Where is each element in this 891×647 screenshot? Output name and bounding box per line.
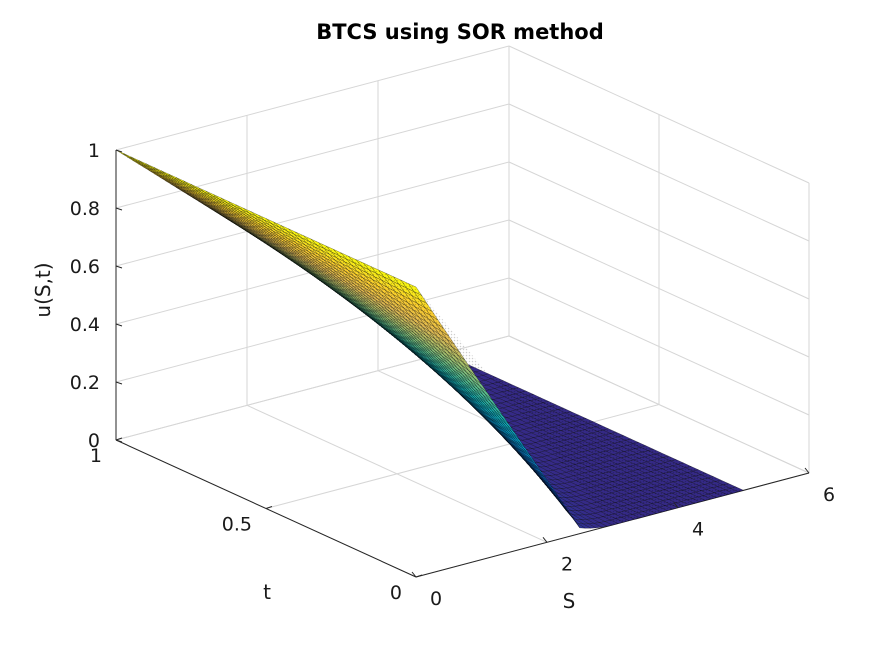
x-tick-mark	[542, 537, 548, 543]
grid-line	[508, 103, 810, 242]
grid-line	[508, 277, 810, 416]
z-tick-label: 1	[88, 140, 100, 162]
grid-line	[508, 219, 810, 358]
y-tick-label: 1	[90, 445, 102, 467]
y-tick-mark	[115, 437, 123, 441]
z-tick-mark	[115, 207, 123, 211]
y-tick-label: 0	[390, 582, 402, 604]
x-tick-label: 6	[823, 484, 835, 506]
grid-line	[508, 45, 810, 184]
x-tick-label: 2	[561, 553, 573, 575]
z-tick-mark	[115, 323, 123, 327]
z-tick-mark	[115, 381, 123, 385]
z-tick-mark	[115, 265, 123, 269]
y-tick-mark	[415, 574, 423, 578]
x-tick-label: 4	[692, 519, 704, 541]
z-tick-label: 0.2	[70, 372, 100, 394]
y-axis-label: t	[263, 580, 271, 604]
grid-line	[115, 161, 510, 267]
y-tick-label: 0.5	[222, 514, 252, 536]
z-tick-label: 0.8	[70, 198, 100, 220]
surface-layer	[115, 149, 745, 529]
z-tick-mark	[115, 149, 123, 153]
grid-line	[115, 103, 510, 209]
x-tick-mark	[411, 571, 417, 578]
grid-line	[508, 335, 810, 474]
z-tick-mark	[115, 439, 123, 443]
z-tick-label: 0	[88, 430, 100, 452]
surface-mesh-overlay	[116, 150, 744, 525]
z-tick-label: 0.4	[70, 314, 100, 336]
x-tick-mark	[804, 467, 810, 474]
y-tick-mark	[265, 506, 273, 509]
grid-line	[115, 45, 510, 151]
z-axis-label: u(S,t)	[31, 262, 55, 317]
x-tick-label: 0	[430, 588, 442, 610]
chart-title: BTCS using SOR method	[316, 20, 604, 44]
z-tick-label: 0.6	[70, 256, 100, 278]
grid-line	[508, 161, 810, 300]
grid-line	[115, 277, 510, 383]
x-tick-mark	[673, 502, 679, 508]
x-axis-label: S	[563, 589, 576, 613]
